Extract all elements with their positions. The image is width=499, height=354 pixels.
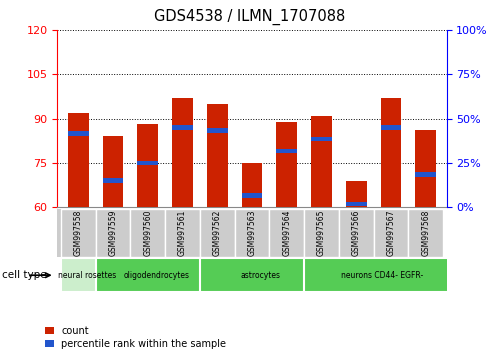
Bar: [207, 104, 228, 207]
Text: astrocytes: astrocytes: [241, 271, 280, 280]
Text: cell type: cell type: [2, 270, 47, 280]
Bar: [276, 149, 297, 153]
Bar: [311, 116, 332, 207]
Text: GSM997561: GSM997561: [178, 210, 187, 256]
Bar: [346, 181, 367, 207]
Bar: [242, 193, 262, 198]
Bar: [137, 161, 158, 165]
Bar: [207, 128, 228, 133]
Bar: [242, 163, 262, 207]
Bar: [381, 125, 401, 130]
Bar: [200, 209, 235, 257]
Text: neurons CD44- EGFR-: neurons CD44- EGFR-: [341, 271, 424, 280]
Bar: [96, 209, 130, 257]
Bar: [103, 178, 123, 183]
Bar: [304, 209, 339, 257]
Text: GSM997560: GSM997560: [143, 210, 152, 256]
Bar: [276, 121, 297, 207]
Bar: [235, 209, 269, 257]
Bar: [200, 258, 321, 292]
Bar: [304, 258, 461, 292]
Bar: [61, 258, 113, 292]
Text: GSM997562: GSM997562: [213, 210, 222, 256]
Text: GSM997566: GSM997566: [352, 210, 361, 256]
Bar: [408, 209, 443, 257]
Bar: [61, 209, 96, 257]
Bar: [130, 209, 165, 257]
Text: GSM997568: GSM997568: [421, 210, 430, 256]
Text: GSM997559: GSM997559: [108, 210, 117, 256]
Bar: [68, 131, 89, 136]
Bar: [103, 136, 123, 207]
Bar: [269, 209, 304, 257]
Bar: [172, 125, 193, 130]
Text: neural rosettes: neural rosettes: [58, 271, 116, 280]
Bar: [381, 98, 401, 207]
Bar: [165, 209, 200, 257]
Text: GSM997567: GSM997567: [387, 210, 396, 256]
Text: GDS4538 / ILMN_1707088: GDS4538 / ILMN_1707088: [154, 9, 345, 25]
Bar: [311, 137, 332, 142]
Bar: [346, 202, 367, 206]
Text: GSM997563: GSM997563: [248, 210, 256, 256]
Legend: count, percentile rank within the sample: count, percentile rank within the sample: [45, 326, 227, 349]
Bar: [68, 113, 89, 207]
Bar: [415, 172, 436, 177]
Bar: [137, 125, 158, 207]
Text: GSM997564: GSM997564: [282, 210, 291, 256]
Bar: [172, 98, 193, 207]
Text: GSM997558: GSM997558: [74, 210, 83, 256]
Bar: [415, 130, 436, 207]
Text: GSM997565: GSM997565: [317, 210, 326, 256]
Bar: [96, 258, 217, 292]
Text: oligodendrocytes: oligodendrocytes: [123, 271, 190, 280]
Bar: [374, 209, 408, 257]
Bar: [339, 209, 374, 257]
